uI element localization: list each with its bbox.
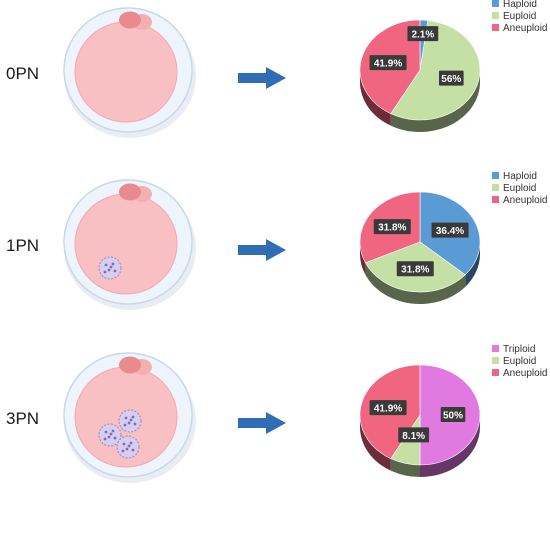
data-label: 36.4% <box>431 222 469 238</box>
row-1pn: 1PN 36.4% 31.8% 31.8% HaploidEuploidAneuploi… <box>6 171 547 310</box>
legend-item: Aneuploid <box>492 23 547 34</box>
pronucleus <box>116 435 140 459</box>
data-label: 31.8% <box>373 219 411 235</box>
data-label-box <box>398 427 430 443</box>
legend-label: Aneuploid <box>503 368 547 379</box>
pronucleus <box>98 423 122 447</box>
data-label-text: 36.4% <box>436 226 464 237</box>
data-label-text: 41.9% <box>374 404 402 415</box>
legend-swatch <box>492 184 499 191</box>
data-label-box <box>431 222 469 238</box>
legend-item: Euploid <box>492 183 536 194</box>
legend-swatch <box>492 196 499 203</box>
data-label-text: 31.8% <box>378 223 406 234</box>
data-label: 56% <box>439 70 464 86</box>
zygote-illustration <box>63 7 196 138</box>
legend-label: Aneuploid <box>503 23 547 34</box>
legend-item: Triploid <box>492 344 535 355</box>
data-label-box <box>369 55 407 71</box>
zygote-illustration <box>63 179 196 310</box>
arrow-icon <box>238 239 286 261</box>
legend-swatch <box>492 24 499 31</box>
legend-item: Haploid <box>492 171 537 182</box>
pie-side-wall <box>365 262 466 305</box>
pie-chart: 2.1% 56% 41.9% <box>359 19 481 132</box>
data-label: 41.9% <box>369 400 407 416</box>
pie-side-wall <box>360 415 391 471</box>
data-label: 41.9% <box>369 55 407 71</box>
zygote-illustration <box>63 352 196 483</box>
legend-swatch <box>492 172 499 179</box>
cytoplasm <box>74 193 178 295</box>
legend-label: Aneuploid <box>503 195 547 206</box>
data-label: 2.1% <box>407 26 439 42</box>
cytoplasm <box>74 21 178 123</box>
data-label-box <box>396 261 434 277</box>
pie-side-wall <box>420 415 480 477</box>
legend-swatch <box>492 369 499 376</box>
legend-item: Haploid <box>492 0 537 10</box>
data-label-text: 56% <box>441 74 461 85</box>
pronucleus <box>118 409 142 433</box>
arrow-icon <box>238 412 286 434</box>
stage-label: 0PN <box>6 64 39 83</box>
polar-body <box>119 11 141 29</box>
data-label: 50% <box>440 407 466 422</box>
pronucleus <box>98 256 122 280</box>
polar-body <box>119 356 141 374</box>
arrow-icon <box>238 67 286 89</box>
data-label-box <box>407 26 439 42</box>
legend-label: Haploid <box>503 171 537 182</box>
data-label-text: 2.1% <box>411 30 434 41</box>
legend-item: Euploid <box>492 11 536 22</box>
pie-side-wall <box>390 458 420 477</box>
legend-label: Haploid <box>503 0 537 10</box>
pie-side-wall <box>360 70 391 126</box>
data-label-box <box>440 407 466 422</box>
legend-swatch <box>492 345 499 352</box>
pie-side-wall <box>390 70 480 132</box>
data-label-text: 31.8% <box>401 265 429 276</box>
legend-swatch <box>492 0 499 7</box>
legend-swatch <box>492 357 499 364</box>
legend-item: Euploid <box>492 356 536 367</box>
data-label-text: 8.1% <box>402 431 425 442</box>
pie-slice-euploid <box>390 20 481 121</box>
legend-item: Aneuploid <box>492 195 547 206</box>
stage-label: 3PN <box>6 409 39 428</box>
polar-body <box>119 183 141 201</box>
legend-item: Aneuploid <box>492 368 547 379</box>
data-label-box <box>373 219 411 235</box>
stage-label: 1PN <box>6 236 39 255</box>
legend-swatch <box>492 12 499 19</box>
data-label: 8.1% <box>398 427 430 443</box>
legend-label: Euploid <box>503 11 536 22</box>
rows-layer: 0PN2.1%56%41.9%HaploidEuploidAneuploid1P… <box>6 0 547 483</box>
pie-chart: 50% 8.1% 41.9% <box>359 364 481 477</box>
data-label-box <box>369 400 407 416</box>
legend-label: Euploid <box>503 183 536 194</box>
legend-label: Euploid <box>503 356 536 367</box>
data-label-text: 50% <box>443 411 463 422</box>
data-label: 31.8% <box>396 261 434 277</box>
data-label-text: 41.9% <box>374 59 402 70</box>
pie-side-wall <box>465 242 480 287</box>
pie-side-wall <box>360 242 366 275</box>
data-label-box <box>439 70 464 86</box>
pie-chart: 36.4% 31.8% 31.8% <box>359 191 481 305</box>
legend-label: Triploid <box>503 344 535 355</box>
